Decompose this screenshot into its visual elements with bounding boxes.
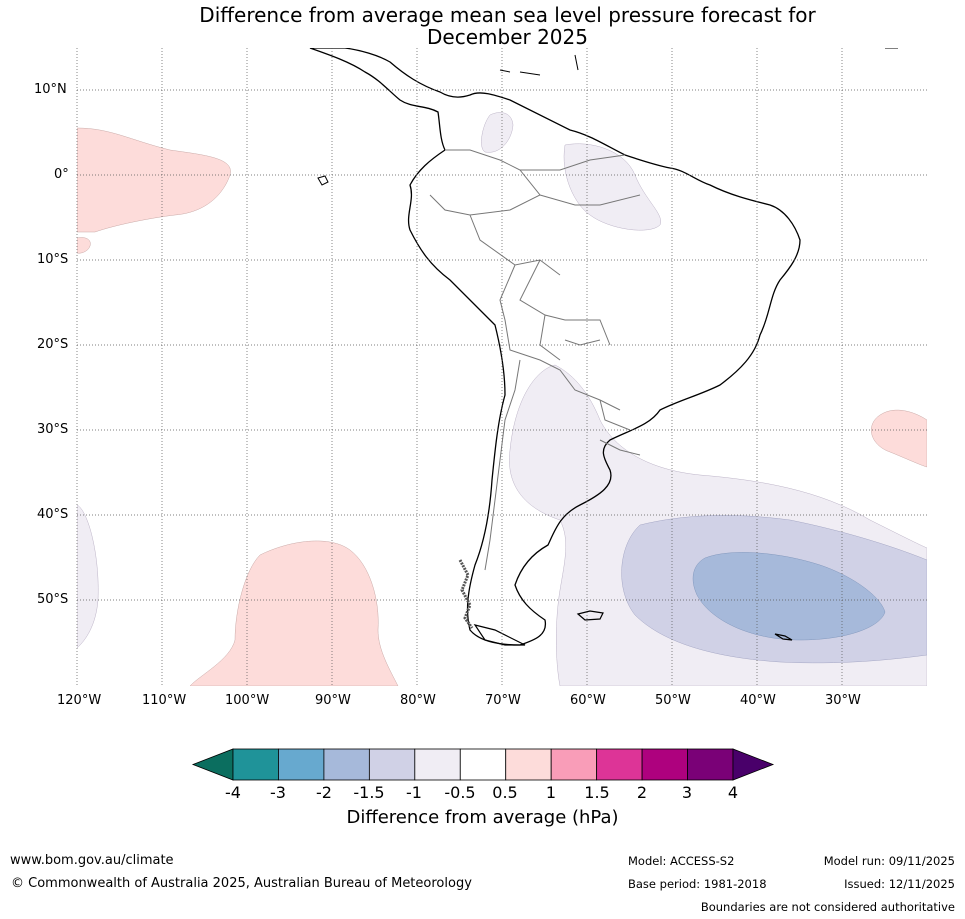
anomaly-negative-light-west [77, 504, 99, 649]
graticule [76, 48, 927, 686]
lat-label-40s: 40°S [37, 507, 69, 522]
lon-label-110w: 110°W [142, 693, 187, 708]
country-borders [429, 149, 641, 571]
colorbar-tick: -1.5 [353, 783, 385, 802]
anomaly-positive-pacific-small [77, 237, 91, 254]
lat-label-10s: 10°S [37, 252, 69, 267]
colorbar-tick: 1.5 [584, 783, 610, 802]
colorbar-segment [459, 748, 507, 781]
footer-website: www.bom.gov.au/climate [10, 853, 174, 868]
lon-label-80w: 80°W [400, 693, 436, 708]
tierra-del-fuego [473, 624, 526, 646]
lon-label-30w: 30°W [825, 693, 861, 708]
anomaly-negative-strong [692, 552, 886, 641]
galapagos-islands [317, 175, 329, 186]
lat-label-10n: 10°N [34, 82, 67, 97]
central-america-islands [499, 48, 898, 76]
colorbar-segment [641, 748, 688, 781]
lat-label-50s: 50°S [37, 592, 69, 607]
anomaly-positive-pacific-north [77, 127, 231, 233]
anomaly-positive-pacific-south [189, 540, 399, 686]
south-america-coastline [309, 48, 801, 646]
footer-copyright: © Commonwealth of Australia 2025, Austra… [11, 876, 472, 891]
colorbar-tick: -4 [225, 783, 241, 802]
footer-model-run: Model run: 09/11/2025 [823, 854, 955, 868]
chilean-fjords [458, 559, 474, 629]
lon-label-70w: 70°W [485, 693, 521, 708]
anomaly-negative-light-colombia [481, 112, 514, 153]
colorbar-tick: -3 [270, 783, 286, 802]
colorbar-segment [596, 748, 643, 781]
footer-disclaimer: Boundaries are not considered authoritat… [700, 900, 955, 914]
colorbar [191, 748, 775, 781]
colorbar-segment [550, 748, 598, 781]
colorbar-tick: -0.5 [444, 783, 476, 802]
colorbar-tick: 0.5 [492, 783, 518, 802]
colorbar-tick: 3 [681, 783, 693, 802]
lon-label-120w: 120°W [57, 693, 102, 708]
footer-model: Model: ACCESS-S2 [628, 854, 735, 868]
footer-base-period: Base period: 1981-2018 [628, 877, 767, 891]
anomaly-positive-atlantic [871, 409, 927, 468]
lat-label-0: 0° [54, 167, 69, 182]
lon-label-60w: 60°W [570, 693, 606, 708]
lat-label-30s: 30°S [37, 422, 69, 437]
title-line-1: Difference from average mean sea level p… [199, 3, 816, 27]
colorbar-extend-high [732, 748, 775, 781]
colorbar-segment [687, 748, 734, 781]
lon-label-90w: 90°W [315, 693, 351, 708]
colorbar-tick: -2 [316, 783, 332, 802]
lon-label-50w: 50°W [655, 693, 691, 708]
falkland-islands [576, 610, 604, 621]
footer-issued: Issued: 12/11/2025 [844, 877, 955, 891]
south-georgia [774, 633, 793, 641]
colorbar-tick: 1 [545, 783, 557, 802]
anomaly-negative-light-amazon [563, 143, 662, 231]
chart-title: Difference from average mean sea level p… [0, 4, 965, 48]
colorbar-segment [368, 748, 416, 781]
colorbar-segment [323, 748, 370, 781]
colorbar-label: Difference from average (hPa) [346, 807, 619, 828]
colorbar-tick: 2 [636, 783, 648, 802]
colorbar-tick: 4 [727, 783, 739, 802]
lon-label-100w: 100°W [225, 693, 270, 708]
colorbar-segment [278, 748, 325, 781]
lat-label-20s: 20°S [37, 337, 69, 352]
colorbar-tick: -1 [406, 783, 422, 802]
colorbar-segment [414, 748, 461, 781]
colorbar-extend-low [191, 748, 234, 781]
colorbar-segment [505, 748, 552, 781]
title-line-2: December 2025 [427, 25, 588, 49]
lon-label-40w: 40°W [740, 693, 776, 708]
colorbar-segment [232, 748, 279, 781]
